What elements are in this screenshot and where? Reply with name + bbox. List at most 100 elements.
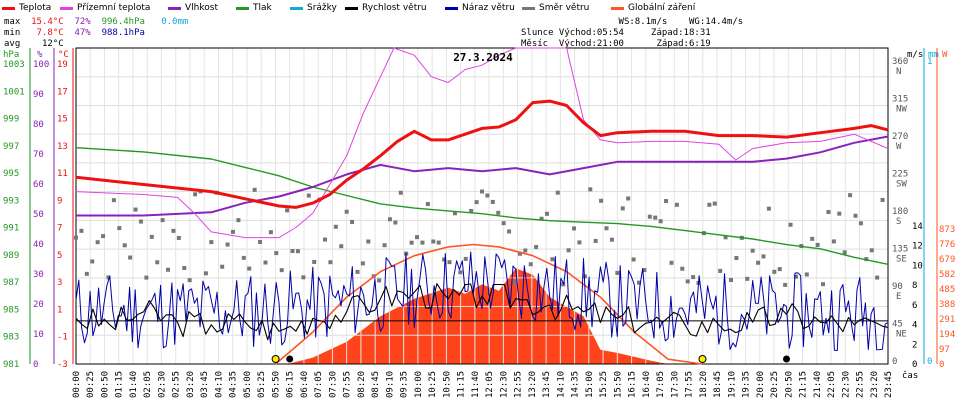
wind-dir-point — [496, 210, 501, 215]
stats-avg-label: avg — [4, 39, 21, 49]
wind-dir-point — [458, 270, 463, 275]
stats-avg-row: avg 12°C — [4, 39, 188, 50]
x-tick-label: 03:45 — [200, 371, 210, 398]
wind-dir-point — [555, 190, 560, 195]
legend-label: Tlak — [253, 3, 272, 13]
legend-swatch — [236, 6, 249, 10]
wind-dir-point — [658, 219, 663, 224]
wind-dir-point — [160, 218, 165, 223]
info-row-2: Slunce Východ:05:54 Západ:18:31 — [521, 28, 743, 39]
legend-swatch — [345, 6, 358, 10]
wind-dir-point — [230, 229, 235, 234]
percent-tick-label: 0 — [33, 360, 38, 370]
x-tick-label: 16:40 — [642, 371, 652, 398]
wind-dir-point — [631, 257, 636, 262]
wind-dir-point — [133, 207, 138, 212]
x-tick-label: 01:15 — [115, 371, 125, 398]
stats-max-temp: 15.4°C — [31, 17, 64, 27]
wind-dir-point — [301, 275, 306, 280]
legend-item: Srážky — [290, 3, 337, 13]
wind-dir-point — [561, 282, 566, 287]
axis-unit-label: W — [942, 50, 948, 60]
wind-dir-point — [831, 239, 836, 244]
wind-dir-point — [236, 218, 241, 223]
wind-dir-point — [382, 243, 387, 248]
wind-dir-point — [615, 270, 620, 275]
moonset-marker — [286, 355, 294, 363]
direction-degree-label: 315 — [892, 95, 908, 105]
wind-dir-point — [442, 257, 447, 262]
wind-dir-point — [685, 279, 690, 284]
direction-degree-label: 270 — [892, 132, 908, 142]
wind-dir-point — [328, 260, 333, 265]
wind-dir-point — [490, 199, 495, 204]
wind-dir-point — [599, 198, 604, 203]
x-tick-label: 11:15 — [457, 371, 467, 398]
x-tick-label: 00:50 — [100, 371, 110, 398]
wind-dir-point — [604, 226, 609, 231]
wind-dir-point — [539, 216, 544, 221]
wind-dir-point — [339, 244, 344, 249]
watt-tick-label: 873 — [939, 225, 955, 235]
axes: 1003100199999799599399198998798598398110… — [3, 48, 955, 398]
direction-cardinal-label: N — [896, 67, 901, 77]
x-tick-label: 06:40 — [300, 371, 310, 398]
sunrise-marker — [271, 355, 280, 363]
x-tick-label: 06:15 — [286, 371, 296, 398]
legend-item: Směr větru — [522, 3, 589, 13]
wind-dir-point — [306, 193, 311, 198]
stats-min-press: 988.1hPa — [101, 28, 145, 38]
legend-label: Srážky — [307, 3, 337, 13]
legend-item: Teplota — [2, 3, 51, 13]
wind-dir-point — [285, 208, 290, 213]
wind-dir-point — [783, 282, 788, 287]
wind-dir-point — [858, 221, 863, 226]
x-tick-label: 10:25 — [428, 371, 438, 398]
wind-dir-point — [626, 196, 631, 201]
x-tick-label: 07:55 — [343, 371, 353, 398]
mm-tick-label: 1 — [927, 57, 932, 67]
legend-swatch — [522, 6, 535, 10]
wind-dir-point — [593, 238, 598, 243]
watt-tick-label: 194 — [939, 330, 955, 340]
x-tick-label: 04:10 — [214, 371, 224, 398]
x-tick-label: 19:10 — [727, 371, 737, 398]
wind-dir-point — [680, 266, 685, 271]
x-tick-label: 15:25 — [599, 371, 609, 398]
legend-label: Globální záření — [628, 3, 696, 13]
legend-swatch — [445, 6, 458, 10]
wind-dir-point — [804, 272, 809, 277]
celsius-tick-label: 1 — [57, 305, 62, 315]
percent-tick-label: 20 — [33, 300, 44, 310]
wind-dir-point — [149, 234, 154, 239]
wind-dir-point — [777, 267, 782, 272]
wind-dir-point — [420, 240, 425, 245]
gust-line — [75, 251, 889, 351]
legend-swatch — [290, 6, 303, 10]
x-tick-label: 18:20 — [699, 371, 709, 398]
wind-dir-point — [842, 250, 847, 255]
wind-dir-point — [252, 187, 257, 192]
celsius-tick-label: 9 — [57, 196, 62, 206]
wind-dir-point — [425, 202, 430, 207]
ms-tick-label: 14 — [912, 222, 923, 232]
wind-dir-point — [447, 260, 452, 265]
axis-unit-label: °C — [58, 50, 69, 60]
wind-dir-point — [512, 280, 517, 285]
direction-degree-label: 0 — [892, 357, 897, 367]
wind-dir-point — [290, 249, 295, 254]
wind-dir-point — [577, 240, 582, 245]
x-tick-label: 09:10 — [385, 371, 395, 398]
wind-dir-point — [485, 193, 490, 198]
wind-dir-point — [636, 280, 641, 285]
wind-dir-point — [241, 255, 246, 260]
wind-dir-point — [810, 236, 815, 241]
hpa-tick-label: 989 — [3, 251, 19, 261]
wind-dir-point — [366, 239, 371, 244]
wind-dir-point — [144, 275, 149, 280]
hpa-tick-label: 981 — [3, 360, 19, 370]
celsius-tick-label: 5 — [57, 251, 62, 261]
ms-tick-label: 6 — [912, 301, 917, 311]
watt-tick-label: 291 — [939, 315, 955, 325]
x-tick-label: 22:05 — [827, 371, 837, 398]
